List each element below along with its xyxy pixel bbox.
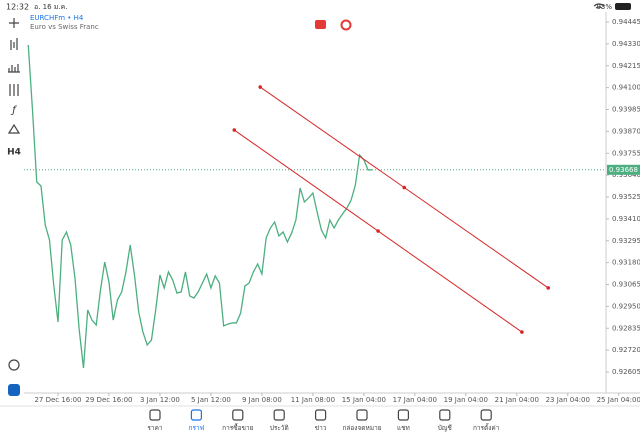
y-tick-label: 0.94215 (612, 62, 640, 70)
nav-icon (397, 409, 409, 421)
objects-tool[interactable] (7, 123, 21, 134)
y-tick-label: 0.94330 (612, 40, 640, 48)
y-tick-label: 0.94100 (612, 84, 640, 92)
nav-item[interactable]: บัญชี (438, 409, 453, 432)
trendline-handle (546, 286, 551, 290)
app-button[interactable] (8, 384, 20, 396)
crosshair-tool[interactable] (9, 18, 19, 28)
x-tick-label: 29 Dec 16:00 (85, 396, 132, 404)
x-tick-label: 23 Jan 04:00 (546, 396, 590, 404)
trendline-handle (402, 185, 407, 190)
nav-icon (273, 409, 285, 421)
x-tick-label: 5 Jan 12:00 (191, 396, 231, 404)
signal-icon[interactable] (340, 19, 352, 31)
x-tick-label: 19 Jan 04:00 (444, 396, 488, 404)
status-time: 12:32 (6, 3, 29, 12)
x-tick-label: 17 Jan 04:00 (393, 396, 437, 404)
nav-label: ประวัติ (270, 424, 289, 432)
nav-label: กล่องจดหมาย (342, 424, 381, 432)
y-tick-label: 0.94445 (612, 18, 640, 26)
y-tick-label: 0.92835 (612, 324, 640, 332)
y-tick-label: 0.92950 (612, 302, 640, 310)
y-tick-label: 0.93640 (612, 171, 640, 179)
x-tick-label: 21 Jan 04:00 (495, 396, 539, 404)
y-tick-label: 0.93985 (612, 106, 640, 114)
y-tick-label: 0.93870 (612, 127, 640, 135)
nav-icon (480, 409, 492, 421)
nav-item[interactable]: ประวัติ (270, 409, 289, 432)
trendline-handle (520, 330, 524, 334)
price-line (27, 44, 373, 369)
y-tick-label: 0.92720 (612, 346, 640, 354)
status-date: อ. 16 ม.ค. (34, 3, 68, 11)
y-tick-label: 0.93065 (612, 281, 640, 289)
current-price-box (607, 164, 640, 175)
nav-item[interactable]: การซื้อขาย (222, 409, 254, 432)
nav-label: การตั้งค่า (473, 423, 500, 432)
nav-icon (149, 409, 161, 421)
nav-icon (190, 409, 202, 421)
y-tick-label: 0.93295 (612, 237, 640, 245)
nav-item[interactable]: การตั้งค่า (473, 409, 500, 432)
nav-icon (232, 409, 244, 421)
y-tick-label: 0.93525 (612, 193, 640, 201)
trendline-handle (232, 128, 237, 132)
function-tool[interactable]: ƒ (10, 105, 17, 116)
market-watch-button[interactable] (8, 359, 20, 371)
x-tick-label: 25 Jan 04:00 (597, 396, 640, 404)
nav-item[interactable]: ข่าว (315, 409, 327, 432)
trendline-handle (258, 85, 263, 89)
x-tick-label: 27 Dec 16:00 (34, 396, 81, 404)
current-price-label: 0.93668 (609, 166, 638, 174)
battery-icon (615, 3, 631, 10)
wifi-icon (593, 3, 605, 9)
timeframe-button[interactable]: H4 (7, 148, 21, 158)
y-tick-label: 0.92605 (612, 368, 640, 376)
left-toolbar: ƒ H4 (7, 18, 21, 396)
status-battery: 93% (596, 3, 612, 11)
nav-label: กราฟ (189, 424, 205, 432)
nav-item[interactable]: ราคา (147, 409, 163, 432)
indicators-tool[interactable] (9, 84, 19, 96)
nav-icon (356, 409, 368, 421)
nav-label: แชท (397, 424, 410, 432)
nav-label: การซื้อขาย (222, 423, 253, 432)
symbol-name[interactable]: EURCHFm • H4 (30, 14, 84, 22)
nav-label: ข่าว (315, 424, 327, 432)
symbol-description: Euro vs Swiss Franc (30, 23, 99, 31)
nav-item[interactable]: กล่องจดหมาย (342, 409, 382, 432)
y-tick-label: 0.93180 (612, 259, 640, 267)
one-click-trading-icon[interactable] (315, 20, 326, 29)
x-tick-label: 15 Jan 04:00 (342, 396, 386, 404)
trendline-handle (376, 229, 380, 233)
nav-item[interactable]: แชท (397, 409, 410, 432)
nav-item[interactable]: กราฟ (189, 409, 205, 432)
nav-icon (315, 409, 327, 421)
nav-icon (439, 409, 451, 421)
x-tick-label: 11 Jan 08:00 (291, 396, 335, 404)
nav-label: บัญชี (438, 424, 453, 432)
volume-tool[interactable] (8, 64, 20, 73)
y-tick-label: 0.93410 (612, 215, 640, 223)
nav-label: ราคา (147, 424, 162, 432)
chart-type-tool[interactable] (10, 38, 18, 50)
x-tick-label: 3 Jan 12:00 (140, 396, 180, 404)
x-tick-label: 9 Jan 08:00 (242, 396, 282, 404)
y-tick-label: 0.93755 (612, 149, 640, 157)
